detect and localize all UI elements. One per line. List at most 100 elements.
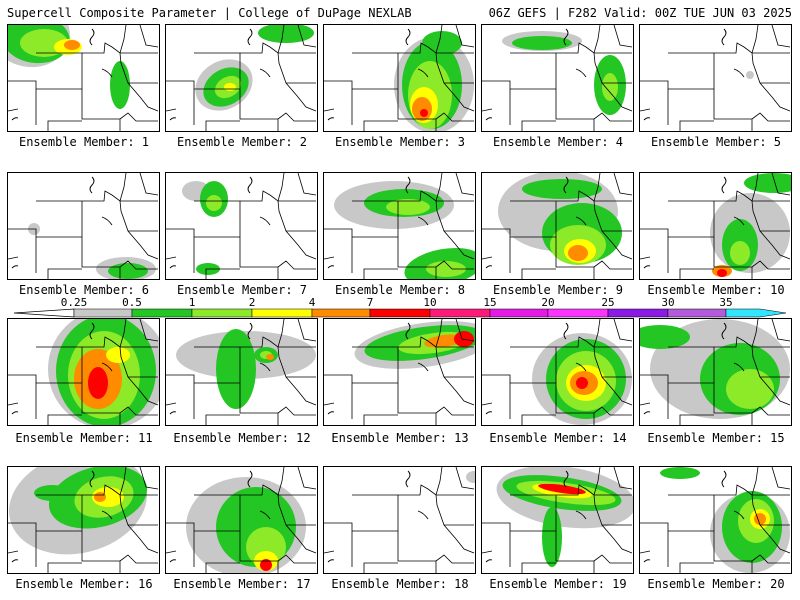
scp-map <box>482 467 633 573</box>
scp-contour-field <box>394 31 474 131</box>
river-lines <box>485 322 587 415</box>
scp-contour <box>542 507 562 567</box>
scp-contour <box>422 31 462 55</box>
scp-map <box>166 173 317 279</box>
scp-contour <box>744 173 791 193</box>
scp-contour-field <box>182 181 228 275</box>
scp-contour <box>206 195 222 211</box>
map-title: Supercell Composite Parameter | College … <box>7 6 412 20</box>
state-borders <box>482 467 633 573</box>
run-valid-time: 06Z GEFS | F282 Valid: 00Z TUE JUN 03 20… <box>488 6 792 20</box>
ensemble-member-panel <box>481 318 634 426</box>
legend-tick-label: 0.5 <box>122 296 142 309</box>
legend-color-swatch <box>191 308 253 318</box>
scp-contour <box>660 467 700 479</box>
legend-color-swatch <box>547 308 609 318</box>
state-borders <box>640 319 791 425</box>
state-borders <box>8 467 159 573</box>
state-borders <box>482 319 633 425</box>
scp-contour-field <box>496 467 633 567</box>
ensemble-member-panel <box>7 24 160 132</box>
ensemble-member-label: Ensemble Member: 8 <box>334 283 466 297</box>
ensemble-member-label: Ensemble Member: 2 <box>176 135 308 149</box>
scp-contour <box>726 369 774 409</box>
scp-map <box>8 319 159 425</box>
scp-contour-field <box>176 329 316 409</box>
scp-contour-field <box>640 319 790 419</box>
scp-contour <box>110 61 130 109</box>
scp-contour <box>512 36 572 50</box>
river-lines <box>643 322 745 415</box>
scp-map <box>482 25 633 131</box>
scp-contour <box>224 83 236 91</box>
ensemble-member-label: Ensemble Member: 13 <box>331 431 469 445</box>
scp-contour-field <box>746 71 754 79</box>
river-lines <box>169 322 271 415</box>
scp-contour-field <box>9 467 148 555</box>
ensemble-member-label: Ensemble Member: 3 <box>334 135 466 149</box>
ensemble-member-label: Ensemble Member: 14 <box>489 431 627 445</box>
scp-map <box>166 467 317 573</box>
scp-contour <box>106 347 130 363</box>
scp-map <box>640 319 791 425</box>
ensemble-member-panel <box>323 466 476 574</box>
legend-tick-label: 15 <box>483 296 496 309</box>
state-borders <box>324 25 475 131</box>
ensemble-member-label: Ensemble Member: 15 <box>647 431 785 445</box>
scp-contour <box>386 199 430 215</box>
ensemble-member-panel <box>7 466 160 574</box>
scp-map <box>324 467 475 573</box>
ensemble-member-label: Ensemble Member: 16 <box>15 577 153 591</box>
legend-tick-label: 2 <box>249 296 256 309</box>
scp-map <box>166 25 317 131</box>
state-borders <box>8 25 159 131</box>
river-lines <box>643 176 745 269</box>
state-borders <box>324 319 475 425</box>
legend-tick-label: 4 <box>309 296 316 309</box>
state-borders <box>166 25 317 131</box>
scp-contour <box>258 25 314 43</box>
scp-map <box>482 173 633 279</box>
ensemble-member-label: Ensemble Member: 1 <box>18 135 150 149</box>
scp-contour <box>602 73 618 101</box>
scp-contour-field <box>660 467 790 573</box>
ensemble-member-label: Ensemble Member: 18 <box>331 577 469 591</box>
ensemble-member-panel <box>7 318 160 426</box>
legend-tick-label: 7 <box>367 296 374 309</box>
legend-tick-label: 10 <box>423 296 436 309</box>
river-lines <box>485 176 587 269</box>
scp-contour <box>424 334 464 348</box>
ensemble-member-panel <box>639 466 792 574</box>
state-borders <box>482 173 633 279</box>
state-borders <box>8 173 159 279</box>
scp-contour <box>466 471 475 483</box>
scp-contour-field <box>710 173 791 277</box>
legend-color-swatch <box>725 308 787 318</box>
ensemble-member-panel <box>639 24 792 132</box>
state-borders <box>640 467 791 573</box>
scp-map <box>166 319 317 425</box>
scp-contour <box>754 513 766 525</box>
state-borders <box>166 173 317 279</box>
legend-tick-label: 30 <box>661 296 674 309</box>
legend-tick-label: 0.25 <box>61 296 88 309</box>
river-lines <box>11 28 113 121</box>
scp-contour <box>260 559 272 571</box>
scp-map <box>482 319 633 425</box>
scp-contour <box>88 367 108 399</box>
scp-contour <box>216 329 256 409</box>
legend-color-swatch <box>131 308 193 318</box>
ensemble-member-panel <box>639 318 792 426</box>
scp-map <box>324 173 475 279</box>
scp-contour-field <box>498 173 622 265</box>
legend-tick-label: 35 <box>719 296 732 309</box>
river-lines <box>11 470 113 563</box>
legend-tick-label: 25 <box>601 296 614 309</box>
state-borders <box>640 173 791 279</box>
scp-contour-field <box>334 181 475 279</box>
ensemble-member-label: Ensemble Member: 17 <box>173 577 311 591</box>
scp-contour-field <box>195 25 314 111</box>
ensemble-member-panel <box>323 172 476 280</box>
ensemble-member-panel <box>323 318 476 426</box>
ensemble-member-label: Ensemble Member: 20 <box>647 577 785 591</box>
